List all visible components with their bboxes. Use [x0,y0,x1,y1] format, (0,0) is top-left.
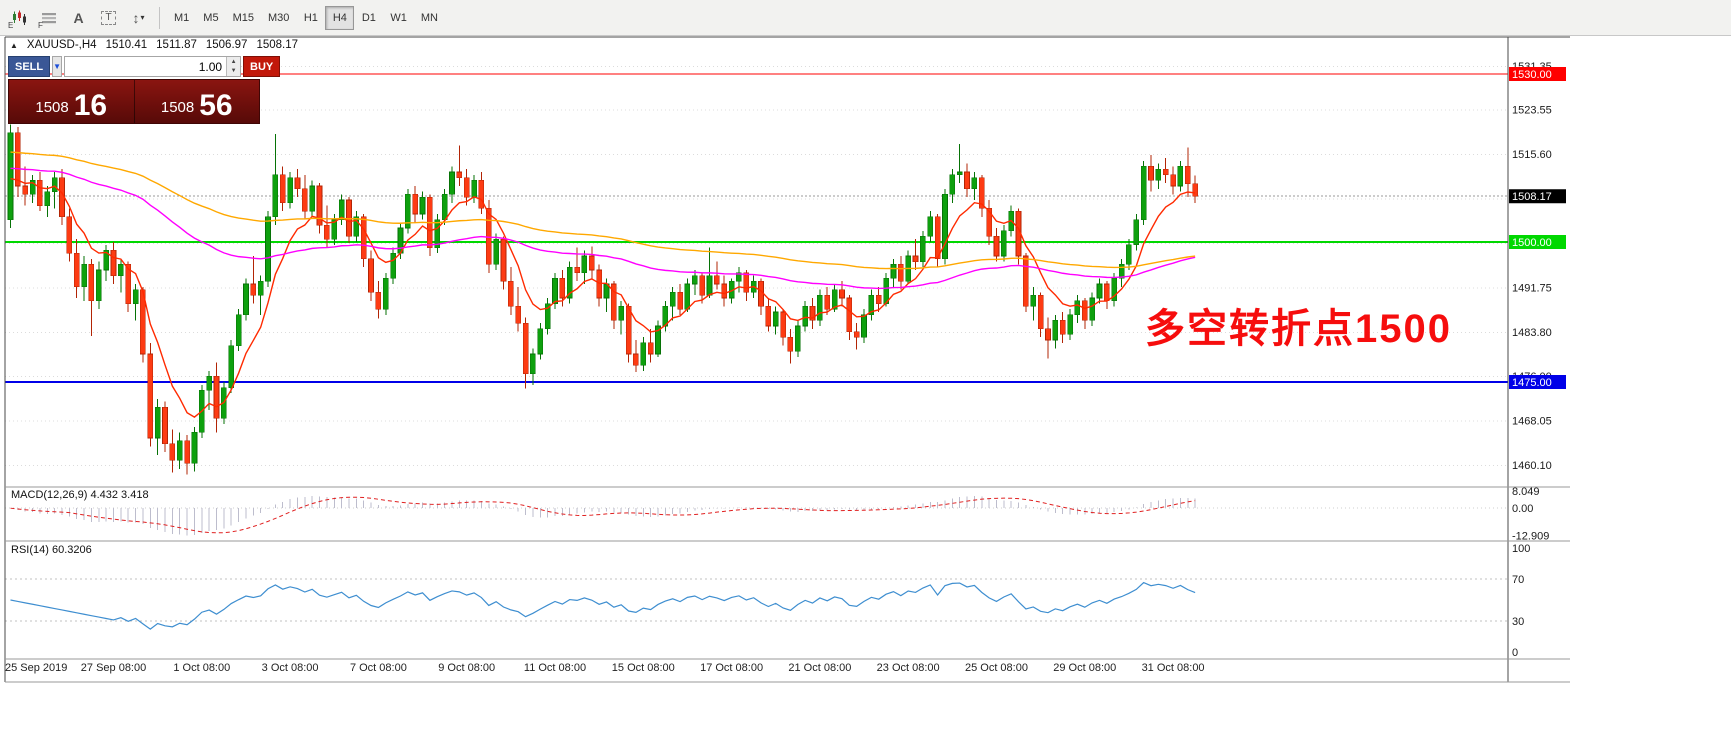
low-value: 1506.97 [205,39,248,51]
chart-annotation-text: 多空转折点1500 [1145,307,1452,351]
toolbar-icons: E F A T ↕ ▾ [5,4,152,31]
ma-fast-red [10,177,1196,418]
svg-text:-12.909: -12.909 [1512,531,1549,543]
svg-text:1460.10: 1460.10 [1512,460,1552,472]
svg-text:31 Oct 08:00: 31 Oct 08:00 [1142,662,1205,674]
macd-histogram [17,495,1196,536]
price-axis-labels: 1531.351523.551515.601491.751483.801476.… [1509,61,1566,472]
timeframe-H1[interactable]: H1 [296,6,325,30]
high-value: 1511.87 [156,39,197,51]
svg-text:1515.60: 1515.60 [1512,149,1552,161]
timeframe-M30[interactable]: M30 [261,6,296,30]
volume-dropdown-button[interactable]: ▼ [52,56,63,77]
svg-text:17 Oct 08:00: 17 Oct 08:00 [700,662,763,674]
svg-text:25 Oct 08:00: 25 Oct 08:00 [965,662,1028,674]
sell-button[interactable]: SELL [8,56,51,77]
rsi-label: RSI(14) 60.3206 [11,544,92,556]
svg-text:1483.80: 1483.80 [1512,327,1552,339]
sell-price-box[interactable]: 1508 16 [9,80,135,123]
svg-text:70: 70 [1512,574,1524,586]
volume-input[interactable] [65,57,227,76]
chevron-down-icon: ▾ [140,13,145,22]
text-box-icon[interactable]: T [95,4,122,31]
svg-text:21 Oct 08:00: 21 Oct 08:00 [788,662,851,674]
timeframe-H4[interactable]: H4 [325,5,355,30]
tim eframe-group: M1 M5 M15 M30 H1 H4 D1 W1 MN [167,5,445,30]
trade-controls-row: SELL ▼ ▲ ▼ BUY [8,56,281,77]
object-sort-icon[interactable]: ↕ ▾ [125,4,152,31]
bid-ask-panel: 1508 16 1508 56 [8,79,260,124]
svg-text:1508.17: 1508.17 [1512,191,1552,203]
one-click-trading-panel: SELL ▼ ▲ ▼ BUY 1508 16 1508 56 [8,56,281,124]
sell-price-big: 16 [73,88,108,122]
svg-text:3 Oct 08:00: 3 Oct 08:00 [262,662,319,674]
volume-field: ▲ ▼ [64,56,242,77]
svg-text:1 Oct 08:00: 1 Oct 08:00 [173,662,230,674]
buy-price-main: 1508 [160,99,195,116]
svg-text:25 Sep 2019: 25 Sep 2019 [5,662,67,674]
candlestick-chart-icon[interactable]: E [5,4,32,31]
close-value: 1508.17 [256,39,299,51]
svg-text:1468.05: 1468.05 [1512,415,1552,427]
pane-borders [4,36,1570,683]
svg-text:0: 0 [1512,647,1518,659]
time-axis-labels: 25 Sep 2019 27 Sep 08:00 1 Oct 08:00 3 Oct … [5,662,1205,674]
svg-text:9 Oct 08:00: 9 Oct 08:00 [438,662,495,674]
svg-text:1500.00: 1500.00 [1512,237,1552,249]
volume-spinner: ▲ ▼ [226,57,241,76]
svg-text:23 Oct 08:00: 23 Oct 08:00 [877,662,940,674]
chevron-down-icon: ▼ [53,62,62,71]
svg-text:8.049: 8.049 [1512,486,1540,498]
timeframe-M15[interactable]: M15 [226,6,261,30]
svg-text:29 Oct 08:00: 29 Oct 08:00 [1053,662,1116,674]
timeframe-M1[interactable]: M1 [167,6,196,30]
open-value: 1510.41 [105,39,148,51]
candles-layer [7,124,1198,475]
svg-text:27 Sep 08:00: 27 Sep 08:00 [81,662,146,674]
chart-ohlc-line: ▲ XAUUSD-,H4 1510.41 1511.87 1506.97 150… [10,39,298,51]
svg-text:1491.75: 1491.75 [1512,283,1552,295]
macd-label: MACD(12,26,9) 4.432 3.418 [11,489,149,501]
svg-text:0.00: 0.00 [1512,503,1533,515]
timeframe-MN[interactable]: MN [414,6,445,30]
svg-text:11 Oct 08:00: 11 Oct 08:00 [524,662,586,674]
main-toolbar: E F A T ↕ ▾ M1 M5 M15 M30 H1 H4 D1 W1 MN [0,0,1731,36]
rsi-line [10,581,1196,630]
svg-text:100: 100 [1512,543,1530,555]
collapse-arrow-icon[interactable]: ▲ [10,40,18,50]
macd-signal-line [10,496,1196,534]
buy-price-big: 56 [199,88,233,122]
svg-text:1530.00: 1530.00 [1512,69,1552,81]
buy-price-box[interactable]: 1508 56 [135,80,260,123]
svg-text:15 Oct 08:00: 15 Oct 08:00 [612,662,675,674]
sell-price-main: 1508 [35,99,69,116]
timeframe-D1[interactable]: D1 [354,6,383,30]
symbol-period-label: XAUUSD-,H4 [26,39,97,51]
volume-up-button[interactable]: ▲ [227,57,241,67]
buy-button[interactable]: BUY [243,56,281,77]
svg-text:7 Oct 08:00: 7 Oct 08:00 [350,662,407,674]
ma-mid-magenta [10,167,1196,290]
ma-slow-orange [10,151,1196,270]
volume-down-button[interactable]: ▼ [227,66,241,76]
text-annotation-icon[interactable]: A [65,4,92,31]
indicator-list-icon[interactable]: F [35,4,62,31]
svg-text:30: 30 [1512,616,1524,628]
timeframe-W1[interactable]: W1 [383,6,414,30]
toolbar-separator [159,6,160,29]
price-grid-layer [5,65,1508,466]
svg-text:1523.55: 1523.55 [1512,105,1552,117]
timeframe-M5[interactable]: M5 [196,6,225,30]
svg-text:1475.00: 1475.00 [1512,377,1552,389]
